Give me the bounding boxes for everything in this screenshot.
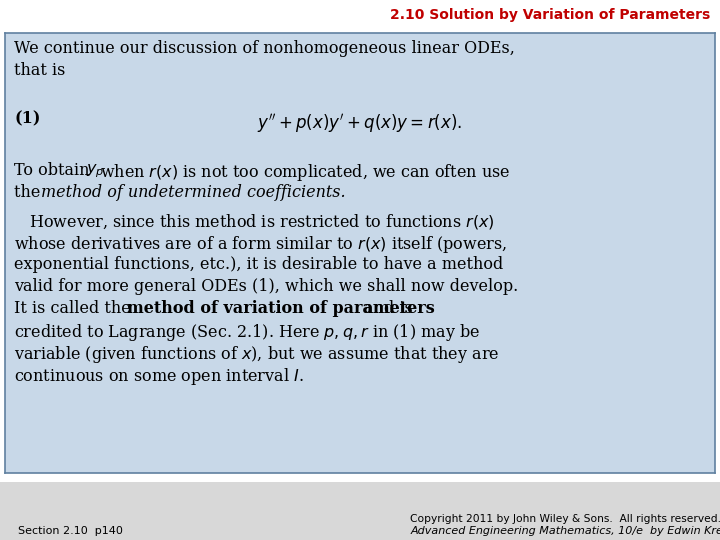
Text: $y_p$: $y_p$ bbox=[86, 162, 104, 180]
Text: However, since this method is restricted to functions $r(x)$: However, since this method is restricted… bbox=[14, 212, 495, 231]
Text: when $r(x)$ is not too complicated, we can often use: when $r(x)$ is not too complicated, we c… bbox=[100, 162, 510, 183]
Text: variable (given functions of $x$), but we assume that they are: variable (given functions of $x$), but w… bbox=[14, 344, 500, 365]
Text: valid for more general ODEs (1), which we shall now develop.: valid for more general ODEs (1), which w… bbox=[14, 278, 518, 295]
Text: exponential functions, etc.), it is desirable to have a method: exponential functions, etc.), it is desi… bbox=[14, 256, 503, 273]
Text: method of undetermined coefficients.: method of undetermined coefficients. bbox=[41, 184, 346, 201]
Text: and is: and is bbox=[359, 300, 413, 317]
Text: It is called the: It is called the bbox=[14, 300, 136, 317]
Text: To obtain: To obtain bbox=[14, 162, 94, 179]
Text: We continue our discussion of nonhomogeneous linear ODEs,: We continue our discussion of nonhomogen… bbox=[14, 40, 515, 57]
Text: method of variation of parameters: method of variation of parameters bbox=[127, 300, 435, 317]
Text: continuous on some open interval $I$.: continuous on some open interval $I$. bbox=[14, 366, 304, 387]
Text: the: the bbox=[14, 184, 45, 201]
Text: that is: that is bbox=[14, 62, 66, 79]
Text: credited to Lagrange (Sec. 2.1). Here $p, q, r$ in (1) may be: credited to Lagrange (Sec. 2.1). Here $p… bbox=[14, 322, 480, 343]
Text: Section 2.10  p140: Section 2.10 p140 bbox=[18, 526, 123, 536]
Text: 2.10 Solution by Variation of Parameters: 2.10 Solution by Variation of Parameters bbox=[390, 8, 710, 22]
Text: Advanced Engineering Mathematics, 10/e  by Edwin Kreyszig: Advanced Engineering Mathematics, 10/e b… bbox=[410, 526, 720, 536]
Text: whose derivatives are of a form similar to $r(x)$ itself (powers,: whose derivatives are of a form similar … bbox=[14, 234, 507, 255]
Text: Copyright 2011 by John Wiley & Sons.  All rights reserved.: Copyright 2011 by John Wiley & Sons. All… bbox=[410, 514, 720, 524]
Text: (1): (1) bbox=[14, 110, 40, 127]
Text: $y'' + p(x)y' + q(x)y = r(x).$: $y'' + p(x)y' + q(x)y = r(x).$ bbox=[257, 112, 463, 135]
